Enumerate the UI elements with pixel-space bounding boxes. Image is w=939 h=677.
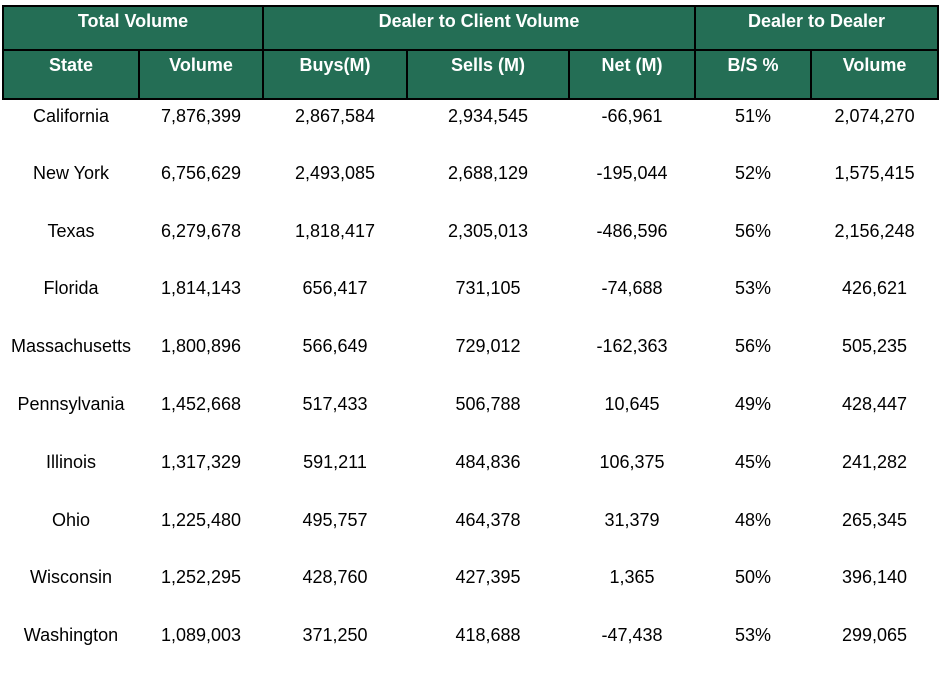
cell-total-volume: 1,225,480 (160, 509, 242, 530)
cell-dealer-volume: 265,345 (842, 509, 908, 530)
cell-state: Pennsylvania (17, 393, 125, 414)
cell-state: Illinois (45, 451, 97, 472)
cell-net: -162,363 (596, 336, 668, 357)
cell-sells: 2,688,129 (447, 162, 529, 183)
cell-buys: 495,757 (302, 509, 368, 530)
cell-buys: 2,493,085 (294, 162, 376, 183)
table-row: Illinois 1,317,329 591,211 484,836 106,3… (3, 446, 938, 504)
cell-state: Massachusetts (10, 336, 132, 357)
cell-dealer-volume: 241,282 (842, 451, 908, 472)
cell-net: -74,688 (601, 278, 663, 299)
column-header-state: State (2, 49, 140, 100)
cell-sells: 418,688 (455, 625, 521, 646)
cell-buys: 2,867,584 (294, 106, 376, 126)
table-row: Texas 6,279,678 1,818,417 2,305,013 -486… (3, 215, 938, 273)
cell-state: California (32, 106, 110, 126)
column-header-sells: Sells (M) (406, 49, 570, 100)
column-header-row: State Volume Buys(M) Sells (M) Net (M) B… (2, 49, 939, 100)
cell-sells: 2,305,013 (447, 220, 529, 241)
cell-buys: 656,417 (302, 278, 368, 299)
cell-state: New York (32, 162, 110, 183)
cell-bs-percent: 49% (735, 393, 772, 414)
cell-dealer-volume: 1,575,415 (834, 162, 915, 183)
cell-buys: 566,649 (302, 336, 368, 357)
cell-buys: 371,250 (302, 625, 368, 646)
volume-table: Total Volume Dealer to Client Volume Dea… (2, 5, 939, 677)
cell-sells: 731,105 (455, 278, 521, 299)
group-header-dealer-to-dealer: Dealer to Dealer (694, 5, 939, 51)
cell-dealer-volume: 426,621 (842, 278, 908, 299)
column-header-bs-percent: B/S % (694, 49, 813, 100)
cell-bs-percent: 53% (735, 278, 772, 299)
column-header-buys: Buys(M) (262, 49, 408, 100)
cell-state: Ohio (51, 509, 91, 530)
table-body: California 7,876,399 2,867,584 2,934,545… (3, 99, 938, 677)
table-row: California 7,876,399 2,867,584 2,934,545… (3, 99, 938, 157)
group-header-total-volume: Total Volume (2, 5, 264, 51)
table-row: Ohio 1,225,480 495,757 464,378 31,379 48… (3, 504, 938, 562)
table-row: Washington 1,089,003 371,250 418,688 -47… (3, 619, 938, 677)
cell-net: -47,438 (601, 625, 663, 646)
cell-state: Florida (43, 278, 99, 299)
table-row: Wisconsin 1,252,295 428,760 427,395 1,36… (3, 561, 938, 619)
cell-total-volume: 1,252,295 (160, 567, 242, 588)
cell-sells: 427,395 (455, 567, 521, 588)
cell-sells: 729,012 (455, 336, 521, 357)
cell-bs-percent: 51% (735, 106, 772, 126)
column-header-net: Net (M) (567, 49, 697, 100)
cell-bs-percent: 56% (735, 336, 772, 357)
cell-net: -486,596 (596, 220, 668, 241)
cell-total-volume: 1,317,329 (160, 451, 242, 472)
cell-bs-percent: 52% (735, 162, 772, 183)
cell-dealer-volume: 299,065 (842, 625, 908, 646)
cell-net: 10,645 (604, 393, 660, 414)
cell-buys: 428,760 (302, 567, 368, 588)
cell-total-volume: 1,452,668 (160, 393, 242, 414)
cell-net: 1,365 (609, 567, 655, 588)
cell-net: 31,379 (604, 509, 660, 530)
cell-sells: 2,934,545 (447, 106, 529, 126)
cell-sells: 464,378 (455, 509, 521, 530)
cell-total-volume: 1,800,896 (160, 336, 242, 357)
cell-total-volume: 6,279,678 (160, 220, 242, 241)
table-row: New York 6,756,629 2,493,085 2,688,129 -… (3, 157, 938, 215)
cell-bs-percent: 50% (735, 567, 772, 588)
cell-bs-percent: 56% (735, 220, 772, 241)
cell-buys: 1,818,417 (294, 220, 376, 241)
cell-state: Wisconsin (29, 567, 113, 588)
cell-net: -195,044 (596, 162, 668, 183)
cell-dealer-volume: 2,156,248 (834, 220, 915, 241)
cell-dealer-volume: 396,140 (842, 567, 908, 588)
table-row: Pennsylvania 1,452,668 517,433 506,788 1… (3, 388, 938, 446)
cell-state: Washington (23, 625, 119, 646)
cell-bs-percent: 48% (735, 509, 772, 530)
cell-total-volume: 6,756,629 (160, 162, 242, 183)
cell-buys: 591,211 (303, 451, 367, 472)
table-row: Massachusetts 1,800,896 566,649 729,012 … (3, 330, 938, 388)
cell-dealer-volume: 428,447 (842, 393, 908, 414)
column-header-total-volume: Volume (138, 49, 264, 100)
cell-buys: 517,433 (302, 393, 368, 414)
cell-bs-percent: 45% (735, 451, 772, 472)
cell-total-volume: 1,089,003 (160, 625, 242, 646)
column-header-dealer-volume: Volume (810, 49, 939, 100)
cell-sells: 506,788 (455, 393, 521, 414)
cell-sells: 484,836 (455, 451, 521, 472)
cell-net: 106,375 (599, 451, 665, 472)
cell-bs-percent: 53% (735, 625, 772, 646)
table-row: Florida 1,814,143 656,417 731,105 -74,68… (3, 272, 938, 330)
cell-dealer-volume: 2,074,270 (834, 106, 915, 126)
cell-state: Texas (47, 220, 95, 241)
cell-net: -66,961 (601, 106, 663, 126)
cell-total-volume: 7,876,399 (160, 106, 242, 126)
cell-dealer-volume: 505,235 (842, 336, 908, 357)
group-header-row: Total Volume Dealer to Client Volume Dea… (2, 5, 939, 51)
cell-total-volume: 1,814,143 (160, 278, 242, 299)
group-header-dealer-to-client: Dealer to Client Volume (261, 5, 697, 51)
table-header: Total Volume Dealer to Client Volume Dea… (2, 5, 939, 100)
